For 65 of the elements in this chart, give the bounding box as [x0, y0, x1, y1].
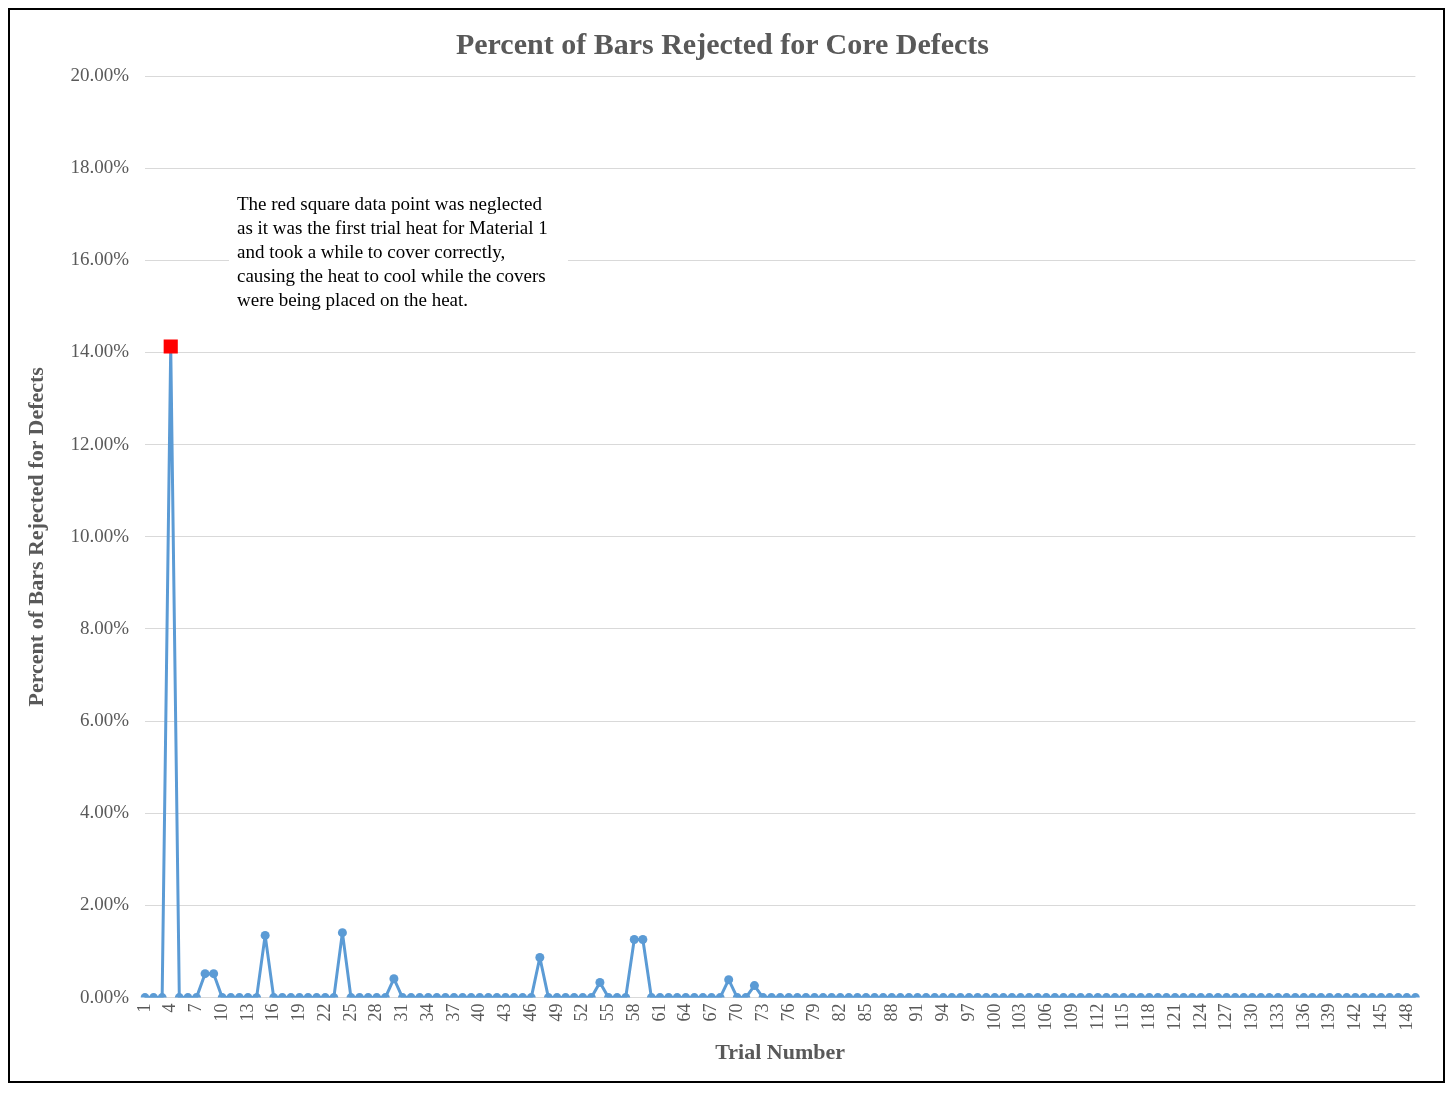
x-tick-label: 46 — [519, 1003, 540, 1022]
y-tick-label: 20.00% — [70, 63, 130, 85]
y-axis-title: Percent of Bars Rejected for Defects — [22, 366, 48, 707]
y-tick-label: 4.00% — [79, 801, 130, 823]
x-tick-label: 37 — [442, 1003, 463, 1022]
y-tick-label: 0.00% — [79, 985, 130, 1007]
x-tick-label: 10 — [210, 1003, 231, 1022]
x-tick-label: 127 — [1215, 1003, 1236, 1031]
x-tick-label: 85 — [854, 1003, 875, 1022]
annotation: The red square data point was neglected as it was the first trial heat for Material 1 and took a while to cover correctly, causing the heat to cool while the covers were being placed on the heat. — [236, 193, 548, 311]
x-tick-label: 130 — [1241, 1003, 1262, 1031]
x-tick-label: 118 — [1138, 1003, 1159, 1030]
x-tick-label: 139 — [1318, 1003, 1339, 1031]
x-tick-label: 109 — [1060, 1003, 1081, 1031]
x-tick-label: 58 — [623, 1003, 643, 1022]
x-tick-label: 82 — [829, 1003, 850, 1022]
x-tick-label: 115 — [1112, 1003, 1133, 1030]
x-tick-label: 121 — [1163, 1003, 1184, 1031]
x-tick-label: 112 — [1086, 1003, 1107, 1030]
x-tick-label: 61 — [648, 1003, 669, 1022]
x-tick-label: 97 — [957, 1003, 978, 1022]
chart-title: Percent of Bars Rejected for Core Defects — [455, 26, 990, 60]
x-tick-label: 4 — [159, 1003, 180, 1013]
x-tick-label: 52 — [571, 1003, 592, 1022]
x-tick-label: 43 — [494, 1003, 515, 1022]
x-tick-label: 106 — [1035, 1003, 1056, 1031]
y-tick-label: 16.00% — [70, 248, 130, 270]
x-tick-label: 1 — [133, 1003, 154, 1013]
y-tick-label: 2.00% — [79, 893, 130, 915]
x-tick-label: 25 — [339, 1003, 360, 1022]
x-tick-label: 67 — [700, 1003, 721, 1022]
x-tick-label: 88 — [880, 1003, 901, 1022]
x-tick-label: 133 — [1266, 1003, 1287, 1031]
x-tick-label: 94 — [932, 1003, 953, 1022]
y-tick-label: 12.00% — [70, 432, 130, 454]
y-tick-label: 6.00% — [79, 709, 130, 731]
y-tick-label: 8.00% — [79, 616, 130, 638]
x-tick-label: 28 — [365, 1003, 386, 1022]
x-tick-label: 79 — [803, 1003, 824, 1022]
x-tick-label: 100 — [983, 1003, 1004, 1031]
x-tick-label: 16 — [262, 1003, 283, 1022]
y-tick-label: 10.00% — [70, 524, 130, 546]
x-tick-label: 145 — [1369, 1003, 1390, 1031]
x-tick-label: 124 — [1189, 1003, 1210, 1031]
x-tick-label: 34 — [416, 1003, 437, 1022]
x-tick-label: 31 — [391, 1003, 412, 1022]
x-tick-label: 55 — [597, 1003, 618, 1022]
x-tick-label: 19 — [288, 1003, 309, 1022]
x-axis-title: Trial Number — [715, 1039, 846, 1065]
x-tick-label: 91 — [906, 1003, 927, 1022]
x-tick-label: 142 — [1344, 1003, 1365, 1031]
x-tick-label: 73 — [751, 1003, 772, 1022]
x-tick-label: 76 — [777, 1003, 798, 1022]
x-tick-label: 40 — [468, 1003, 489, 1022]
x-tick-label: 22 — [313, 1003, 334, 1022]
y-tick-label: 18.00% — [70, 156, 130, 178]
x-tick-label: 70 — [726, 1003, 746, 1022]
x-tick-label: 148 — [1395, 1003, 1416, 1031]
x-tick-label: 49 — [545, 1003, 566, 1022]
x-tick-label: 64 — [674, 1003, 695, 1022]
x-tick-label: 103 — [1009, 1003, 1030, 1031]
y-tick-label: 14.00% — [70, 340, 130, 362]
x-tick-label: 136 — [1292, 1003, 1313, 1031]
x-tick-label: 13 — [236, 1003, 257, 1022]
x-tick-label: 7 — [185, 1003, 206, 1013]
